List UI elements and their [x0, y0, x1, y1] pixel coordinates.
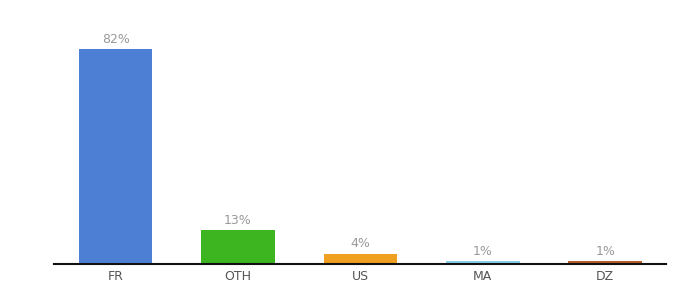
Bar	[446, 261, 520, 264]
Bar	[201, 230, 275, 264]
Text: 1%: 1%	[473, 245, 493, 258]
Bar	[324, 254, 397, 264]
Text: 4%: 4%	[350, 237, 371, 250]
Bar	[568, 261, 642, 264]
Text: 82%: 82%	[102, 33, 129, 46]
Bar	[79, 49, 152, 264]
Text: 1%: 1%	[595, 245, 615, 258]
Text: 13%: 13%	[224, 214, 252, 227]
